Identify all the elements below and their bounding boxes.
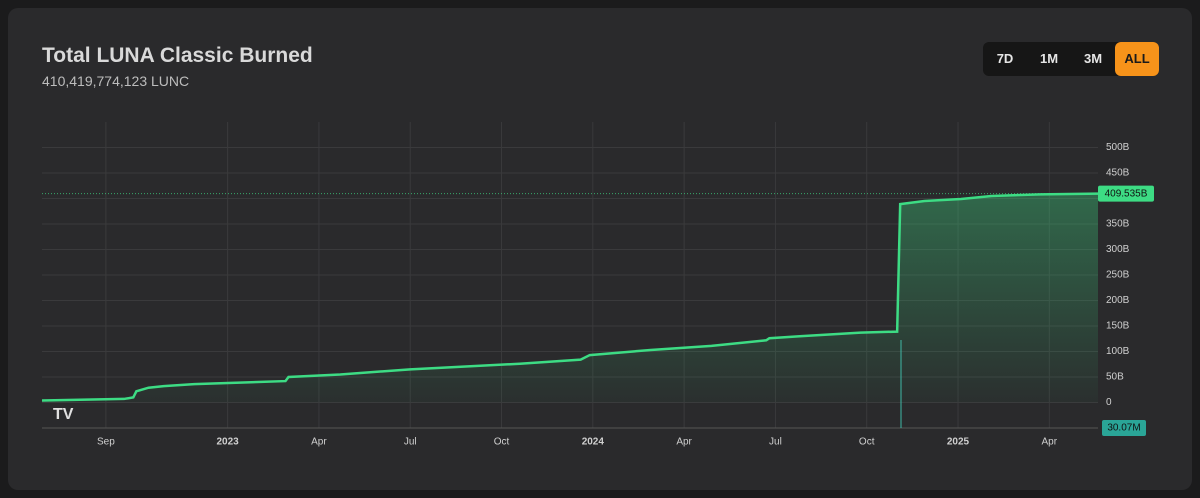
y-tick-label: 250B bbox=[1106, 270, 1130, 281]
range-selector: 7D 1M 3M ALL bbox=[983, 42, 1159, 76]
last-value-badge bbox=[1098, 185, 1154, 202]
x-tick-label: 2024 bbox=[582, 437, 605, 448]
y-tick-label: 150B bbox=[1106, 321, 1130, 332]
x-tick-label: Jul bbox=[769, 437, 782, 448]
logo: TV bbox=[53, 406, 74, 423]
x-tick-label: Jul bbox=[404, 437, 417, 448]
range-button[interactable]: 1M bbox=[1039, 51, 1059, 66]
x-tick-label: Apr bbox=[311, 437, 327, 448]
range-button[interactable]: 7D bbox=[996, 51, 1014, 66]
x-tick-label: Oct bbox=[859, 437, 875, 448]
y-tick-label: 350B bbox=[1106, 219, 1130, 230]
x-tick-label: Sep bbox=[97, 437, 115, 448]
range-button[interactable]: ALL bbox=[1115, 42, 1159, 76]
range-button[interactable]: 3M bbox=[1083, 51, 1103, 66]
y-tick-label: 450B bbox=[1106, 168, 1130, 179]
line bbox=[41, 192, 1099, 402]
y-tick-label: 100B bbox=[1106, 346, 1130, 357]
y-tick-label: 50B bbox=[1106, 372, 1124, 383]
y-tick-label: 500B bbox=[1106, 142, 1130, 153]
x-tick-label: 2025 bbox=[947, 437, 970, 448]
x-tick-label: 2023 bbox=[217, 437, 240, 448]
area bbox=[42, 193, 1098, 403]
y-tick-label: 0 bbox=[1106, 397, 1112, 408]
x-tick-label: Oct bbox=[494, 437, 510, 448]
last-value-label: 409.535B bbox=[1105, 188, 1148, 199]
title: Total LUNA Classic Burned bbox=[42, 44, 313, 67]
volume-label: 30.07M bbox=[1107, 423, 1140, 434]
x-tick-label: Apr bbox=[676, 437, 692, 448]
y-tick-label: 200B bbox=[1106, 295, 1130, 306]
y-tick-label: 300B bbox=[1106, 244, 1130, 255]
x-tick-label: Apr bbox=[1042, 437, 1058, 448]
volume-badge bbox=[1102, 420, 1146, 436]
subtitle: 410,419,774,123 LUNC bbox=[42, 73, 190, 89]
